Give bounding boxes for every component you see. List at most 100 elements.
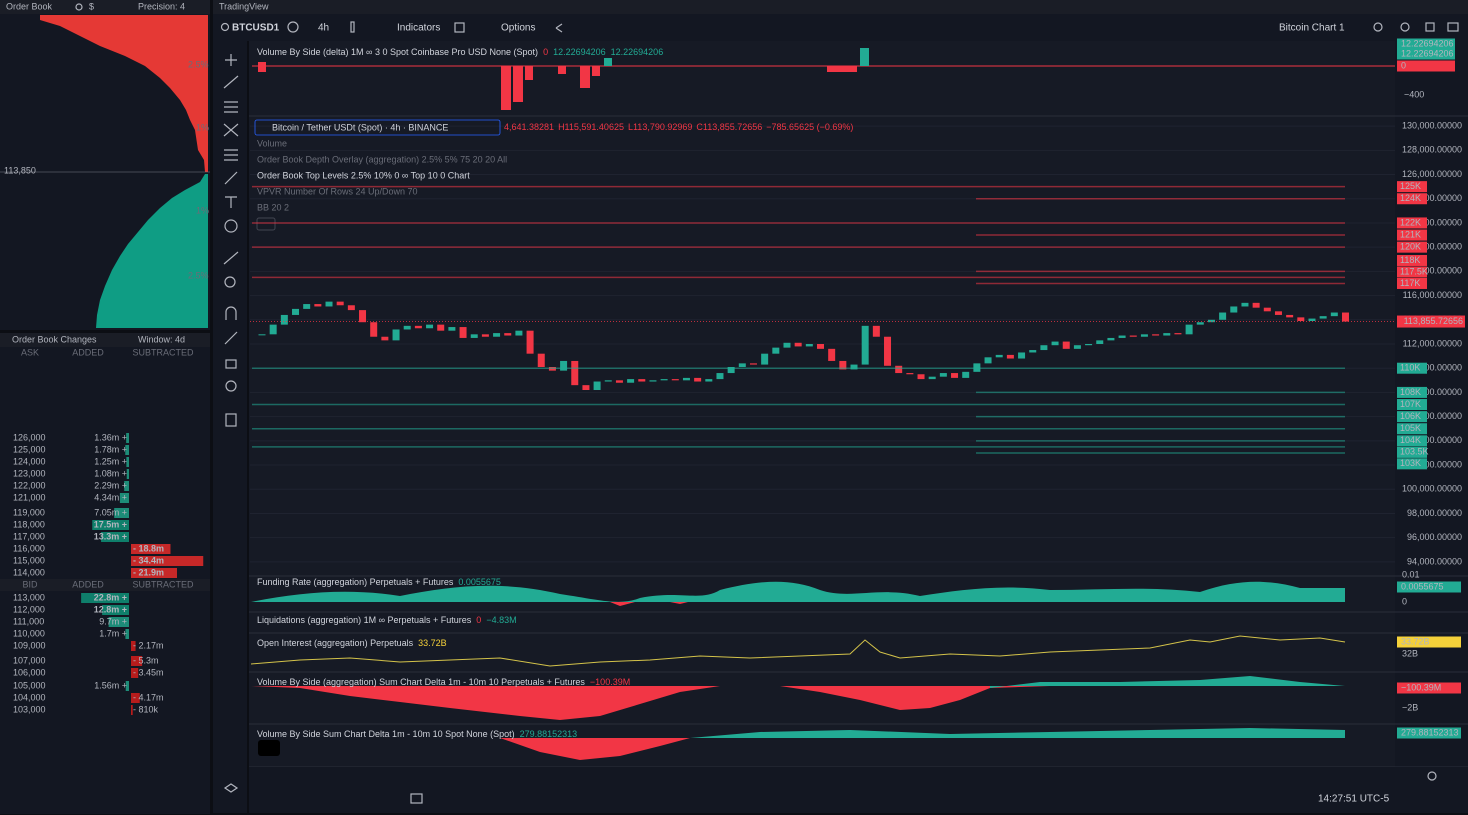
- study-legend[interactable]: Order Book Top Levels 2.5% 10% 0 ∞ Top 1…: [257, 170, 470, 180]
- candle: [481, 334, 489, 337]
- symbol-legend-box[interactable]: [254, 119, 501, 136]
- pane-legend-value: 0: [476, 615, 481, 625]
- ohlc-value: 4,641.38281: [504, 122, 554, 132]
- interval-button[interactable]: 4h: [318, 23, 329, 34]
- indicators-button[interactable]: Indicators: [397, 23, 440, 34]
- mid-price: 113,850: [4, 165, 36, 175]
- added-bar: [126, 433, 129, 443]
- pane-legend-value: 279.88152313: [520, 729, 578, 739]
- study-legend[interactable]: BB 20 2: [257, 202, 289, 212]
- price-level: 123,000: [13, 468, 46, 478]
- tool-icon[interactable]: [225, 359, 237, 369]
- tool-icon[interactable]: [224, 219, 238, 233]
- toolbar-icon[interactable]: [1425, 22, 1435, 32]
- level-tag-label: 110K: [1400, 363, 1420, 373]
- candle: [984, 357, 992, 364]
- clock: 14:27:51 UTC-5: [1318, 794, 1390, 805]
- options-button[interactable]: Options: [501, 23, 535, 34]
- toolbar-icon[interactable]: [1373, 22, 1383, 32]
- precision-button[interactable]: Precision: 4: [138, 1, 185, 11]
- axis-label: 33.72B: [1401, 636, 1430, 646]
- tool-icon[interactable]: [224, 101, 238, 113]
- candle: [783, 342, 791, 348]
- study-legend[interactable]: VPVR Number Of Rows 24 Up/Down 70: [257, 186, 418, 196]
- tool-icon[interactable]: [225, 380, 237, 392]
- toolbar-icon[interactable]: [1447, 22, 1459, 32]
- tv-title: TradingView: [219, 1, 269, 11]
- candle: [1286, 314, 1294, 318]
- axis-label: 0: [1402, 596, 1407, 606]
- added-bar: [126, 469, 129, 479]
- layout-name[interactable]: Bitcoin Chart 1: [1279, 23, 1345, 34]
- column-header: SUBTRACTED: [132, 579, 194, 589]
- candle: [772, 347, 780, 354]
- tool-icon[interactable]: [224, 171, 238, 185]
- price-tick-label: 130,000.00000: [1402, 120, 1462, 130]
- pane-legend-name: Liquidations (aggregation) 1M ∞ Perpetua…: [257, 615, 472, 625]
- candle: [292, 308, 300, 315]
- subtracted-amount: - 810k: [133, 704, 159, 714]
- collapse-button[interactable]: [256, 217, 276, 231]
- candle: [1230, 306, 1238, 313]
- volume-bars: [258, 48, 869, 110]
- candle-style-icon[interactable]: [350, 21, 355, 33]
- pane-legend: Funding Rate (aggregation) Perpetuals + …: [257, 577, 501, 587]
- candle: [280, 314, 288, 325]
- added-amount: 22.8m +: [94, 592, 127, 602]
- window-button[interactable]: Window: 4d: [138, 334, 185, 344]
- column-header: ASK: [21, 347, 39, 357]
- tool-icon[interactable]: [224, 331, 238, 345]
- delta-spot-positive: [690, 728, 1345, 738]
- tool-icon[interactable]: [225, 413, 237, 427]
- undo-icon[interactable]: [555, 23, 563, 33]
- price-level: 107,000: [13, 655, 46, 665]
- legend-value: 12.22694206: [611, 47, 664, 57]
- tool-icon[interactable]: [224, 276, 236, 288]
- candle: [861, 325, 869, 365]
- header-band: [0, 579, 210, 591]
- axis-settings-icon[interactable]: [1427, 771, 1437, 781]
- tool-icon[interactable]: [225, 54, 237, 66]
- symbol-button[interactable]: BTCUSD1: [232, 23, 280, 34]
- candle: [749, 363, 757, 365]
- ask-depth-area: [40, 15, 208, 172]
- tool-icon[interactable]: [224, 149, 238, 161]
- templates-icon[interactable]: [454, 22, 465, 33]
- obc-titlebar: [0, 333, 210, 347]
- level-tag: [1397, 386, 1427, 398]
- study-legend[interactable]: Volume: [257, 138, 287, 148]
- tool-icon[interactable]: [225, 196, 237, 208]
- settings-icon[interactable]: [75, 3, 83, 11]
- pane-legend: Open Interest (aggregation) Perpetuals 33…: [257, 638, 447, 648]
- tool-icon[interactable]: [223, 123, 239, 137]
- tool-icon[interactable]: [223, 783, 239, 793]
- volume-bar: [592, 66, 600, 76]
- goto-date-icon[interactable]: [410, 793, 423, 804]
- candle: [1129, 335, 1137, 337]
- subtracted-amount: - 34.4m: [133, 555, 164, 565]
- search-icon[interactable]: [220, 22, 230, 32]
- pane-legend-value: 0.0055675: [458, 577, 501, 587]
- price-tick-label: 116,000.00000: [1403, 290, 1462, 300]
- study-legend[interactable]: Order Book Depth Overlay (aggregation) 2…: [257, 154, 507, 164]
- axis-tag: [1397, 48, 1455, 60]
- candle: [571, 360, 579, 386]
- candle: [504, 333, 512, 336]
- volume-bar: [580, 66, 590, 88]
- tool-icon[interactable]: [223, 75, 239, 89]
- toolbar-icon[interactable]: [1400, 22, 1410, 32]
- pane-legend-name: Funding Rate (aggregation) Perpetuals + …: [257, 577, 454, 587]
- pane-legend-name: Volume By Side Sum Chart Delta 1m - 10m …: [257, 729, 515, 739]
- candle: [1308, 318, 1316, 321]
- compare-icon[interactable]: [287, 21, 299, 33]
- tool-icon[interactable]: [223, 251, 239, 265]
- added-amount: 17.5m +: [94, 519, 127, 529]
- tool-icon[interactable]: [225, 306, 237, 320]
- candle: [917, 374, 925, 380]
- currency-button[interactable]: $: [89, 1, 94, 11]
- level-tag: [1397, 229, 1427, 241]
- price-level: 114,000: [13, 567, 45, 577]
- last-price-label: 113,855.72656: [1404, 316, 1463, 326]
- subtracted-amount: - 4.17m: [133, 692, 164, 702]
- price-tick-label: 94,000.00000: [1407, 556, 1462, 566]
